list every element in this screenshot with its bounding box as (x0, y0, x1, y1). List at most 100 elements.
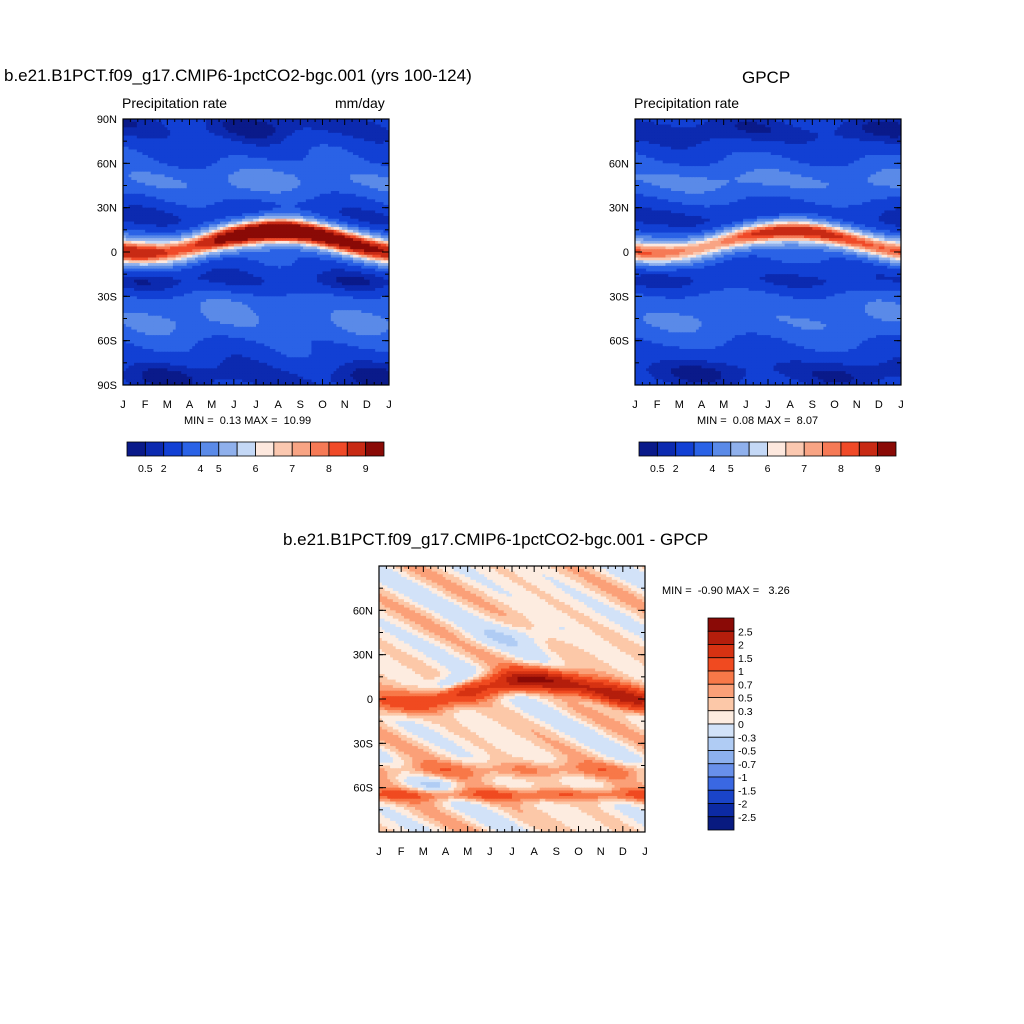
colorbar-label: 5 (728, 463, 734, 475)
chart-title: b.e21.B1PCT.f09_g17.CMIP6-1pctCO2-bgc.00… (4, 66, 472, 86)
x-tick-label: J (253, 399, 259, 411)
y-tick-label: 60N (609, 158, 629, 170)
colorbar-swatch (707, 750, 735, 765)
colorbar-swatch (638, 441, 658, 457)
x-tick-label: A (786, 399, 794, 411)
colorbar-swatch (730, 441, 750, 457)
x-tick-label: J (898, 399, 904, 411)
x-tick-label: S (809, 399, 816, 411)
colorbar-label: 2 (161, 463, 167, 475)
colorbar-label: -2 (738, 799, 747, 811)
y-tick-label: 0 (367, 694, 373, 706)
x-tick-label: M (719, 399, 728, 411)
y-tick-label: 0 (111, 247, 117, 259)
colorbar-swatch (707, 816, 735, 831)
y-tick-label: 60S (97, 336, 117, 348)
colorbar-swatch (218, 441, 238, 457)
colorbar-swatch (126, 441, 146, 457)
colorbar-label: -1.5 (738, 785, 756, 797)
colorbar-swatch (328, 441, 348, 457)
x-tick-label: O (830, 399, 839, 411)
y-tick-label: 30N (97, 203, 117, 215)
colorbar-swatch (840, 441, 860, 457)
y-tick-label: 30S (353, 738, 373, 750)
chart-variable-label: Precipitation rate (634, 95, 739, 111)
colorbar-label: 0 (738, 719, 744, 731)
x-tick-label: J (376, 846, 382, 858)
y-tick-label: 30N (353, 650, 373, 662)
colorbar-swatch (822, 441, 842, 457)
x-tick-label: A (274, 399, 282, 411)
x-tick-label: S (553, 846, 560, 858)
colorbar-label: 8 (838, 463, 844, 475)
colorbar-swatch (707, 617, 735, 632)
x-tick-label: N (853, 399, 861, 411)
colorbar-swatch (365, 441, 385, 457)
x-tick-label: S (297, 399, 304, 411)
colorbar-label: 7 (289, 463, 295, 475)
y-tick-label: 0 (623, 247, 629, 259)
y-tick-label: 60S (353, 783, 373, 795)
colorbar-label: 7 (801, 463, 807, 475)
colorbar-swatch (255, 441, 275, 457)
y-tick-label: 60N (353, 605, 373, 617)
x-tick-label: J (509, 846, 515, 858)
colorbar-label: -0.7 (738, 759, 756, 771)
colorbar-swatch (163, 441, 183, 457)
colorbar-label: 0.5 (138, 463, 153, 475)
x-tick-label: M (163, 399, 172, 411)
y-tick-label: 90S (97, 380, 117, 392)
x-tick-label: J (231, 399, 237, 411)
colorbar-label: 9 (875, 463, 881, 475)
x-tick-label: D (619, 846, 627, 858)
colorbar-swatch (656, 441, 677, 457)
colorbar-swatch (200, 441, 220, 457)
x-tick-label: M (463, 846, 472, 858)
colorbar-swatch (712, 441, 732, 457)
colorbar-swatch (236, 441, 256, 457)
colorbar-label: 0.5 (650, 463, 665, 475)
x-tick-label: M (207, 399, 216, 411)
x-tick-label: D (875, 399, 883, 411)
x-tick-label: F (142, 399, 149, 411)
x-tick-label: A (186, 399, 194, 411)
colorbar-label: -0.3 (738, 732, 756, 744)
y-tick-label: 30S (97, 291, 117, 303)
colorbar-label: -2.5 (738, 812, 756, 824)
colorbar-swatch (707, 644, 735, 659)
colorbar-swatch (273, 441, 293, 457)
x-tick-label: F (398, 846, 405, 858)
colorbar-swatch (181, 441, 201, 457)
colorbar-swatch (707, 789, 735, 804)
colorbar-swatch (707, 736, 735, 751)
x-tick-label: A (530, 846, 538, 858)
y-tick-label: 60S (609, 336, 629, 348)
chart-units-label: mm/day (335, 95, 385, 111)
x-tick-label: J (765, 399, 771, 411)
colorbar-label: 1 (738, 666, 744, 678)
colorbar-swatch (675, 441, 695, 457)
x-tick-label: J (632, 399, 638, 411)
colorbar-swatch (291, 441, 311, 457)
chart-title: GPCP (742, 68, 790, 88)
colorbar-label: 2 (738, 640, 744, 652)
colorbar-label: 6 (253, 463, 259, 475)
x-tick-label: J (386, 399, 392, 411)
colorbar-label: 2 (673, 463, 679, 475)
colorbar-label: 4 (198, 463, 204, 475)
colorbar-label: 9 (363, 463, 369, 475)
y-tick-label: 60N (97, 158, 117, 170)
colorbar-swatch (707, 683, 735, 698)
colorbar-swatch (707, 723, 735, 738)
chart-min-max: MIN = -0.90 MAX = 3.26 (662, 585, 790, 597)
colorbar-swatch (346, 441, 367, 457)
x-tick-label: J (487, 846, 493, 858)
colorbar-swatch (858, 441, 879, 457)
colorbar-swatch (144, 441, 165, 457)
x-tick-label: J (642, 846, 648, 858)
y-tick-label: 90N (97, 114, 117, 126)
x-tick-label: M (419, 846, 428, 858)
colorbar-swatch (707, 657, 735, 672)
colorbar-swatch (707, 763, 735, 778)
